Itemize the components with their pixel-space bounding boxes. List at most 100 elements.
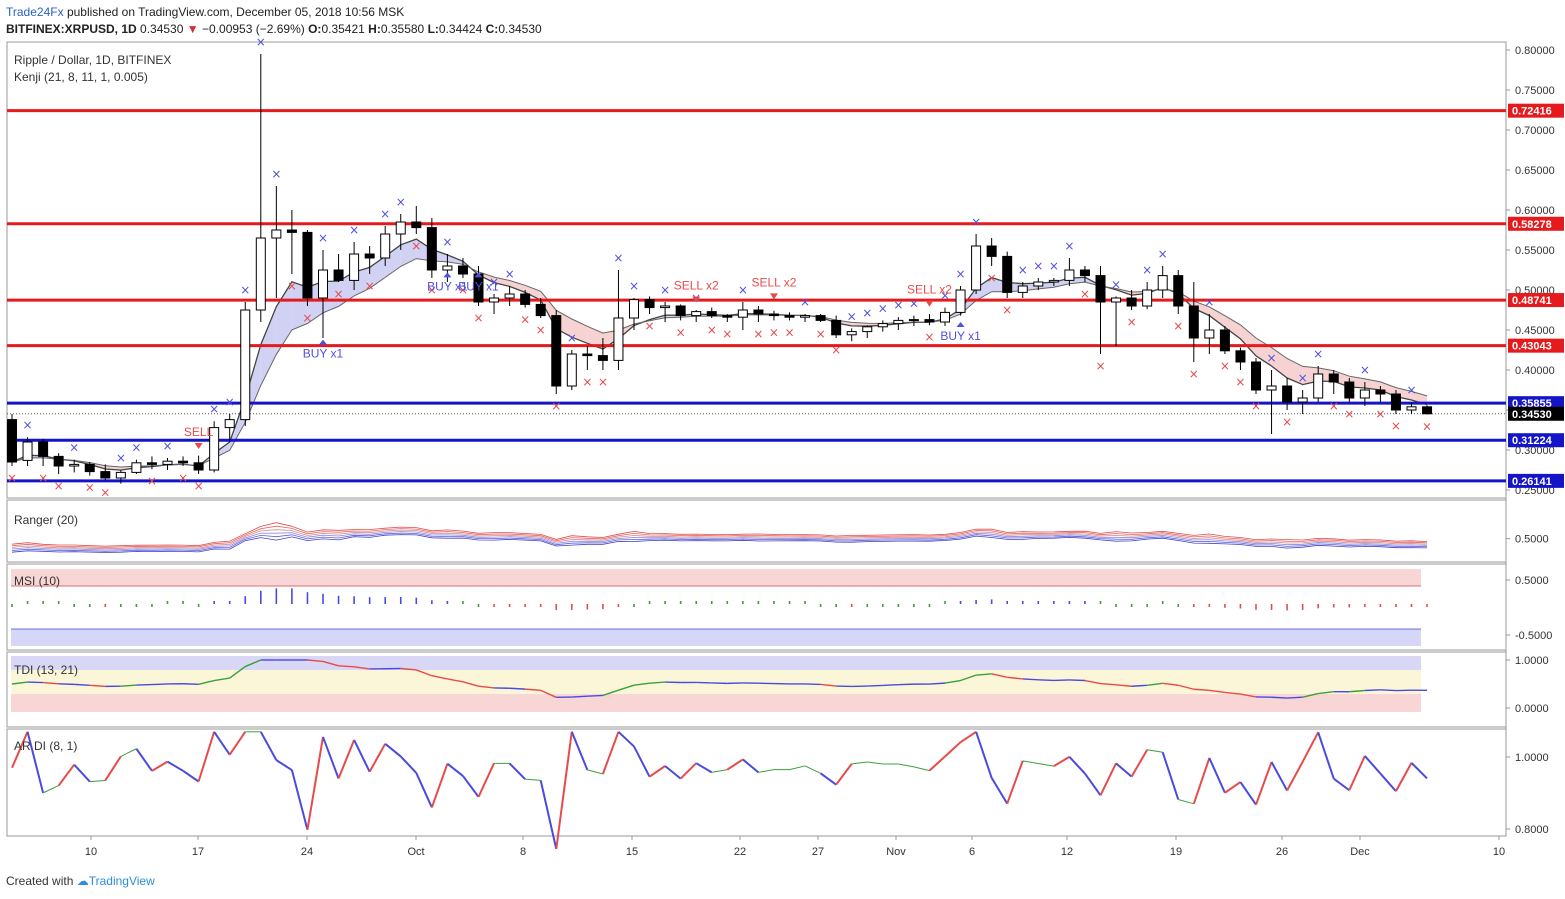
candle-body: [1048, 279, 1059, 283]
candle: [38, 438, 49, 466]
ardi-line-segment: [1224, 781, 1242, 794]
candle: [1095, 266, 1106, 354]
tdi-line-segment: [462, 681, 479, 687]
candle: [115, 470, 126, 484]
candle: [489, 294, 500, 314]
candle: [349, 242, 360, 290]
msi-bar: [477, 604, 480, 607]
ardi-line-segment: [1053, 755, 1070, 767]
kenji-cloud-segment: [1209, 306, 1225, 328]
msi-bar: [1426, 604, 1428, 607]
candle-body: [380, 233, 391, 259]
kenji-bull-marker: ×: [940, 289, 950, 303]
kenji-bear-marker: ×: [1002, 303, 1012, 317]
sell-arrow-icon: [692, 296, 701, 303]
price-change: −0.00953 (−2.69%): [202, 22, 305, 36]
level-price-label: 0.58278: [1512, 219, 1552, 231]
ardi-line-segment: [1317, 731, 1335, 780]
candle-body: [675, 305, 686, 317]
kenji-fast-line: [11, 238, 1428, 471]
tdi-line-segment: [447, 678, 464, 683]
ardi-line-segment: [1270, 761, 1288, 792]
ardi-line-segment: [1178, 799, 1194, 805]
x-tick-label: Nov: [886, 846, 906, 858]
ardi-line-segment: [1130, 749, 1149, 778]
candle-body: [800, 315, 811, 318]
msi-bar: [26, 601, 29, 604]
sell-signal-label: SELL: [184, 425, 214, 439]
candle: [629, 298, 639, 330]
candle-body: [364, 253, 375, 259]
kenji-bull-marker: ×: [489, 275, 499, 289]
msi-bar: [773, 601, 775, 604]
msi-bar: [306, 592, 309, 604]
kenji-bull-marker: ×: [225, 395, 235, 409]
kenji-bear-marker: ×: [707, 323, 717, 337]
candle-body: [255, 237, 266, 311]
tradingview-brand[interactable]: TradingView: [88, 874, 155, 888]
candle: [1064, 258, 1075, 286]
candle: [224, 414, 235, 442]
kenji-bull-marker: ×: [256, 35, 266, 49]
tradingview-logo-icon: ☁: [76, 874, 89, 888]
msi-bar: [1348, 604, 1351, 608]
open-value: 0.35421: [321, 22, 365, 36]
kenji-cloud-segment: [1364, 378, 1381, 390]
msi-bar: [431, 600, 433, 604]
x-tick-label: 8: [520, 846, 526, 858]
ardi-line-segment: [1115, 762, 1133, 778]
candle-body: [333, 269, 344, 281]
ardi-line-segment: [1006, 760, 1024, 805]
footer: Created with ☁TradingView: [6, 874, 155, 888]
tdi-line-segment: [1131, 684, 1148, 687]
ardi-line-segment: [42, 785, 59, 794]
msi-bar: [990, 599, 993, 604]
kenji-bull-marker: ×: [1313, 347, 1323, 361]
indicator-pane-frame: [6, 728, 1507, 837]
y-tick-label: 0.30000: [1515, 445, 1555, 457]
kenji-bull-marker: ×: [380, 207, 390, 221]
ardi-line-segment: [446, 762, 464, 777]
kenji-cloud-segment: [400, 239, 417, 267]
tdi-line-segment: [322, 660, 339, 667]
low-label: L:: [427, 22, 439, 36]
kenji-bear-marker: ×: [1220, 359, 1230, 373]
tdi-line-segment: [1240, 693, 1257, 698]
kenji-cloud-segment: [369, 256, 386, 289]
kenji-bear-marker: ×: [54, 479, 64, 493]
ardi-line-segment: [1410, 762, 1428, 780]
candle-body: [395, 221, 406, 235]
tdi-line-segment: [431, 675, 448, 680]
candle: [831, 315, 842, 338]
candle: [1111, 296, 1122, 346]
msi-bar: [182, 601, 184, 604]
kenji-bull-marker: ×: [349, 223, 359, 237]
msi-bar: [602, 604, 604, 610]
tdi-line-segment: [820, 683, 837, 687]
tdi-mid-zone: [11, 670, 1421, 694]
publisher-name[interactable]: Trade24Fx: [6, 5, 64, 19]
candle: [691, 310, 702, 322]
msi-bar: [1379, 604, 1382, 607]
ardi-line-segment: [1239, 781, 1257, 806]
candle: [1406, 402, 1417, 414]
ardi-line-segment: [617, 731, 635, 748]
kenji-bull-marker: ×: [660, 283, 670, 297]
tdi-line-segment: [307, 659, 324, 663]
candle-body: [768, 313, 779, 317]
candle: [426, 218, 437, 278]
kenji-bull-marker: ×: [1267, 351, 1277, 365]
tdi-line-segment: [416, 669, 433, 677]
level-price-tag: [1508, 216, 1564, 231]
ardi-line-segment: [1348, 755, 1366, 791]
msi-bar: [1255, 604, 1257, 610]
ardi-line-segment: [587, 769, 604, 775]
ardi-line-segment: [570, 731, 589, 771]
candle-body: [1002, 255, 1013, 293]
ardi-line-segment: [57, 764, 76, 787]
msi-bar: [695, 601, 697, 604]
candle: [1375, 386, 1386, 402]
tdi-line-segment: [1069, 679, 1085, 682]
candle: [1251, 358, 1261, 394]
